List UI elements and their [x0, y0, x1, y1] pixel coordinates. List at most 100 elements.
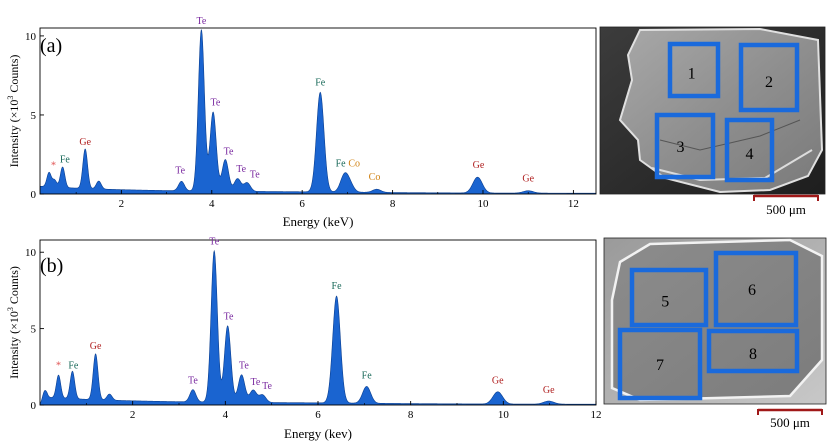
region-box-1	[667, 41, 721, 99]
peak-label-b-4: Te	[209, 237, 219, 248]
peak-point-a-9	[237, 181, 239, 183]
peak-point-a-0	[48, 179, 50, 181]
axes-frame-b	[39, 239, 597, 406]
x-tick-label-a-12: 12	[568, 198, 579, 210]
peak-label-a-5: Te	[210, 97, 220, 108]
peak-point-a-10	[246, 185, 248, 187]
peak-point-a-15	[477, 177, 479, 179]
spectrum-area-b	[40, 249, 596, 405]
peak-point-b-10	[262, 397, 264, 399]
peak-label-b-9: Fe	[332, 281, 343, 292]
peak-point-b-2	[72, 377, 74, 379]
peak-point-a-2	[62, 173, 64, 175]
peak-point-b-0	[44, 395, 46, 397]
scale-bar-b-label: 500 μm	[770, 415, 810, 430]
y-tick-label-b-5: 5	[31, 324, 37, 336]
peak-label-b-3: Te	[188, 376, 198, 387]
peak-label-a-7: Te	[236, 164, 246, 175]
peak-point-a-5	[181, 184, 183, 186]
x-tick-label-b-6: 6	[315, 409, 321, 421]
spectrum-area-a	[40, 29, 596, 194]
peak-point-b-3	[95, 358, 97, 360]
region-boxes-a: 1 2 3 4	[654, 41, 800, 183]
peak-point-a-13	[349, 185, 351, 187]
peak-point-a-4	[98, 185, 100, 187]
crystal-step-line	[659, 119, 801, 151]
peak-label-a-1: Fe	[60, 154, 71, 165]
peak-label-b-2: Ge	[90, 341, 102, 352]
y-tick-label-b-10: 10	[25, 247, 37, 259]
x-tick-label-a-6: 6	[299, 198, 305, 210]
region-label-8: 8	[749, 346, 757, 363]
x-tick-label-a-2: 2	[119, 198, 125, 210]
peak-label-a-6: Te	[224, 146, 234, 157]
sem-micrograph-b: 5 6 7 8 500 μm	[603, 237, 827, 430]
region-box-8	[706, 328, 800, 374]
peak-point-a-8	[225, 162, 227, 164]
panel-label-b: (b)	[40, 255, 63, 277]
region-box-4	[724, 117, 775, 183]
region-label-1: 1	[688, 66, 696, 83]
peak-point-a-3	[84, 154, 86, 156]
region-label-2: 2	[765, 74, 773, 91]
peak-point-b-5	[192, 392, 194, 394]
peak-point-b-14	[548, 401, 550, 403]
peak-point-b-1	[58, 381, 60, 383]
axes-frame-a	[39, 27, 597, 195]
x-tick-label-b-10: 10	[498, 409, 510, 421]
scale-bar-a-label: 500 μm	[766, 202, 806, 217]
x-axis-label-b: Energy (kev)	[284, 426, 352, 441]
peak-label-b-12: Ge	[543, 385, 555, 396]
region-boxes-b: 5 6 7 8	[617, 250, 800, 401]
peak-point-b-7	[227, 328, 229, 330]
peak-point-b-13	[497, 392, 499, 394]
region-label-5: 5	[661, 293, 669, 310]
peak-label-a-4: Te	[196, 16, 206, 27]
region-label-4: 4	[746, 146, 754, 163]
region-box-6	[713, 250, 799, 328]
peak-label-a-8: Te	[250, 169, 260, 180]
y-tick-label-a-10: 10	[25, 31, 37, 43]
peak-point-a-11	[319, 94, 321, 96]
sem-border	[603, 237, 827, 405]
x-tick-label-a-8: 8	[390, 198, 396, 210]
peak-label-a-3: Te	[175, 165, 185, 176]
region-label-6: 6	[748, 282, 756, 299]
region-box-5	[629, 267, 709, 328]
region-box-2	[738, 42, 800, 113]
y-axis-label-b: Intensity (×103 Counts)	[6, 266, 21, 379]
peak-label-a-14: Ge	[522, 173, 534, 184]
peak-point-b-4	[109, 398, 111, 400]
x-tick-label-b-12: 12	[591, 409, 602, 421]
peak-label-a-12: Co	[369, 172, 381, 183]
peak-label-a-13: Ge	[473, 160, 485, 171]
peak-point-b-9	[252, 392, 254, 394]
peak-point-a-7	[212, 114, 214, 116]
region-label-7: 7	[656, 357, 664, 374]
peak-label-a-11: Co	[348, 158, 360, 169]
x-tick-label-b-8: 8	[408, 409, 414, 421]
peak-point-a-14	[376, 190, 378, 192]
sem-micrograph-a: 1 2 3 4 500 μm	[599, 26, 826, 217]
peak-label-b-0: *	[56, 360, 61, 371]
peak-label-b-6: Te	[239, 360, 249, 371]
peak-label-b-1: Fe	[68, 360, 79, 371]
peak-label-b-8: Te	[262, 381, 272, 392]
peak-label-b-7: Te	[251, 377, 261, 388]
peak-point-a-12	[343, 177, 345, 179]
x-axis-label-a: Energy (keV)	[283, 214, 354, 229]
sem-border	[599, 26, 826, 195]
y-axis-label-a: Intensity (×103 Counts)	[6, 55, 21, 168]
peak-label-b-5: Te	[224, 311, 234, 322]
y-tick-label-a-5: 5	[31, 110, 37, 122]
x-tick-label-b-4: 4	[223, 409, 229, 421]
panel-label-a: (a)	[40, 35, 62, 57]
peak-label-b-10: Fe	[362, 370, 373, 381]
peak-point-b-12	[366, 387, 368, 389]
peak-point-b-8	[241, 377, 243, 379]
peak-point-b-11	[336, 297, 338, 299]
peak-label-b-11: Ge	[492, 376, 504, 387]
